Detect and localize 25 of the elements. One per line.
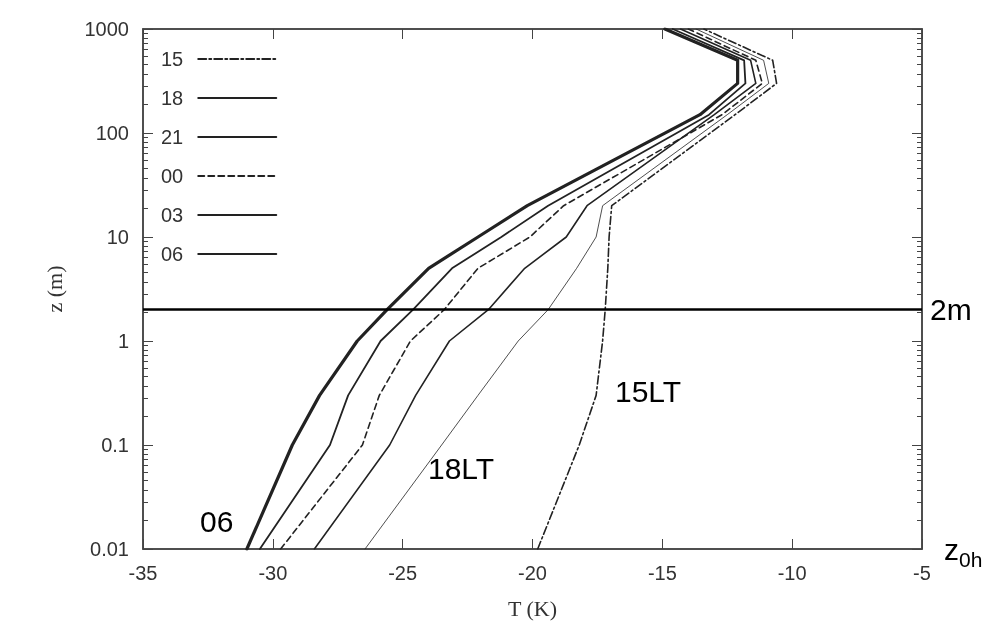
y-tick-label: 1000 xyxy=(84,18,129,40)
y-tick-label: 0.01 xyxy=(90,538,129,560)
x-tick-label: -20 xyxy=(518,562,547,584)
annotation: 15LT xyxy=(615,374,682,408)
y-tick-label: 0.1 xyxy=(101,434,129,456)
x-tick-label: -35 xyxy=(128,562,158,584)
x-tick-label: -10 xyxy=(777,562,807,584)
legend-label: 06 xyxy=(161,243,184,265)
legend-label: 18 xyxy=(161,87,184,109)
y-tick-label: 10 xyxy=(106,226,129,248)
legend-label: 15 xyxy=(161,48,184,70)
legend-label: 03 xyxy=(161,204,184,226)
y-tick-label: 100 xyxy=(95,122,129,144)
legend-label: 00 xyxy=(161,165,184,187)
x-tick-label: -30 xyxy=(258,562,288,584)
x-tick-label: -15 xyxy=(647,562,677,584)
legend-label: 21 xyxy=(161,126,184,148)
x-axis-title: T (K) xyxy=(507,595,558,621)
annotation: 18LT xyxy=(428,451,495,485)
annotation: 06 xyxy=(200,504,234,538)
y-tick-label: 1 xyxy=(117,330,129,352)
x-tick-label: -5 xyxy=(913,562,931,584)
ref-line-label: 2m xyxy=(930,293,972,327)
y-axis-title: z (m) xyxy=(41,265,67,313)
x-tick-label: -25 xyxy=(388,562,418,584)
